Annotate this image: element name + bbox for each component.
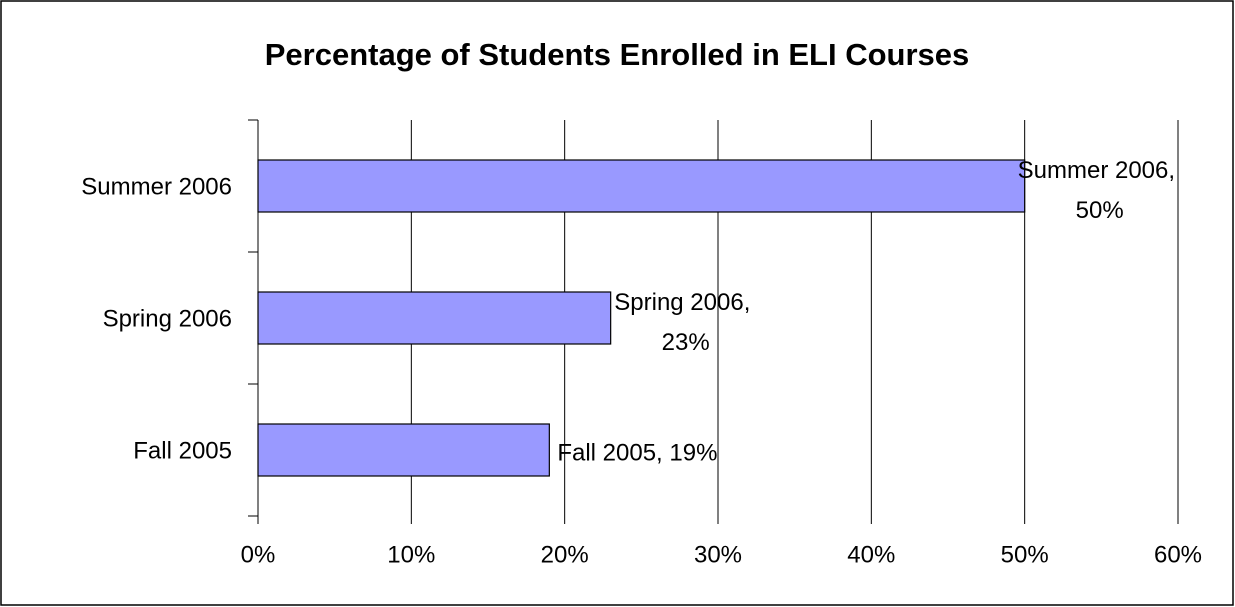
x-tick-label: 40% xyxy=(847,541,895,568)
bar xyxy=(257,159,1026,213)
bar xyxy=(257,423,550,477)
bar xyxy=(257,291,612,345)
y-tick-label: Summer 2006 xyxy=(81,173,232,200)
y-tick-label: Fall 2005 xyxy=(133,437,232,464)
x-tick-label: 0% xyxy=(241,541,276,568)
x-tick-label: 60% xyxy=(1154,541,1202,568)
data-label: Spring 2006, 23% xyxy=(614,289,757,356)
x-tick-label: 20% xyxy=(541,541,589,568)
x-tick-label: 50% xyxy=(1001,541,1049,568)
data-label: Fall 2005, 19% xyxy=(557,439,717,466)
y-tick-label: Spring 2006 xyxy=(103,305,232,332)
chart-title: Percentage of Students Enrolled in ELI C… xyxy=(265,37,970,72)
x-tick-label: 10% xyxy=(387,541,435,568)
x-tick-label: 30% xyxy=(694,541,742,568)
data-label: Summer 2006, 50% xyxy=(1018,157,1182,224)
